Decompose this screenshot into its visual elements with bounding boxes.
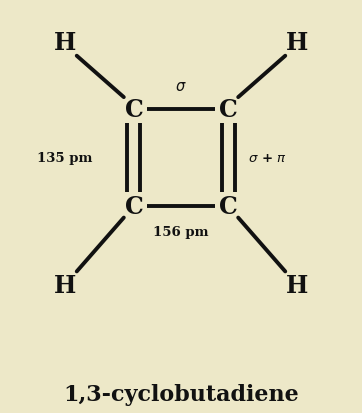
Text: $\sigma$: $\sigma$ xyxy=(175,79,187,94)
Text: H: H xyxy=(54,31,76,55)
Text: C: C xyxy=(219,97,237,121)
Text: 1,3-cyclobutadiene: 1,3-cyclobutadiene xyxy=(63,383,299,406)
Text: H: H xyxy=(286,273,308,297)
Text: C: C xyxy=(125,195,143,218)
Text: 135 pm: 135 pm xyxy=(37,152,92,165)
Text: H: H xyxy=(54,273,76,297)
Text: C: C xyxy=(125,97,143,121)
Text: H: H xyxy=(286,31,308,55)
Text: $\sigma$ + $\pi$: $\sigma$ + $\pi$ xyxy=(248,152,287,165)
Text: 156 pm: 156 pm xyxy=(153,225,209,238)
Text: C: C xyxy=(219,195,237,218)
